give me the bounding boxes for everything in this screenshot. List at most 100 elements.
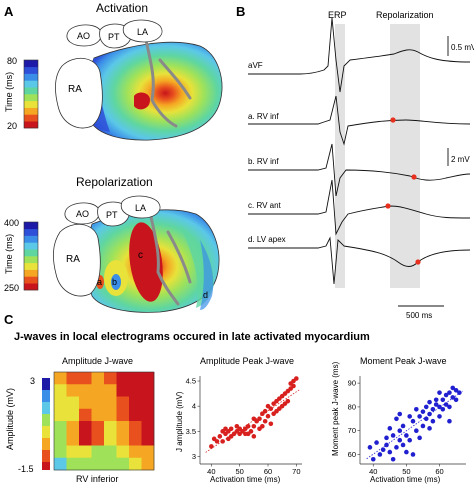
scatter-point	[251, 434, 257, 439]
scatter-point	[400, 442, 406, 448]
scatter1-title: Amplitude Peak J-wave	[200, 356, 294, 366]
heatmap-cell	[66, 421, 80, 434]
scatter-point	[291, 383, 296, 389]
heatmap-cell	[91, 457, 105, 471]
trace-label-b: b. RV inf	[248, 157, 279, 166]
scatter-point	[457, 390, 462, 395]
colorbar-swatch	[24, 80, 38, 88]
heatmap-cell	[104, 445, 117, 459]
heatmap-cell	[91, 445, 105, 459]
colorbar-swatch	[24, 94, 38, 102]
scale-500ms: 500 ms	[406, 311, 432, 320]
heatmap-cell	[141, 457, 155, 471]
trendline	[366, 390, 463, 460]
heatmap-cb-bottom: -1.5	[18, 464, 34, 474]
scatter-point	[410, 418, 416, 424]
scatter-point	[268, 406, 274, 411]
repolarization-band-label: Repolarization	[376, 10, 434, 20]
scatter-point	[377, 452, 383, 457]
trace-label-d: d. LV apex	[248, 235, 286, 244]
y-tick-label: 60	[348, 450, 356, 459]
heatmap-cell	[66, 384, 80, 397]
repolarization-ra	[52, 224, 101, 297]
scatter-point	[427, 411, 432, 417]
x-tick-label: 50	[235, 467, 243, 476]
heatmap-cell	[79, 421, 92, 434]
scatter-point	[440, 397, 446, 403]
scatter2-plot: 40 50 60 60 70 80 90	[348, 376, 466, 476]
heatmap-cell	[54, 396, 67, 410]
repolarization-markers	[385, 117, 421, 265]
scatter-point	[450, 395, 456, 400]
scatter-point	[423, 404, 429, 410]
scatter-point	[245, 423, 251, 429]
heatmap-cell	[79, 457, 92, 471]
marker-c	[385, 203, 391, 209]
repolarization-ao	[64, 202, 100, 225]
scatter2-xlabel: Activation time (ms)	[370, 475, 441, 484]
heatmap-cell	[141, 445, 155, 459]
colorbar-swatch	[24, 121, 38, 129]
heatmap-xlabel: RV inferior	[76, 474, 118, 484]
scatter-point	[397, 437, 403, 443]
x-tick-label: 40	[369, 467, 377, 476]
repolarization-label-pt: PT	[106, 210, 118, 220]
x-tick-label: 60	[435, 467, 443, 476]
colorbar-swatch	[24, 107, 38, 115]
heatmap-cell	[141, 396, 155, 410]
heatmap-cell	[66, 433, 80, 446]
scatter-point	[397, 411, 403, 417]
activation-colorbar	[23, 59, 39, 129]
scatter-point	[387, 449, 393, 455]
activation-label-pt: PT	[108, 32, 120, 42]
scatter-point	[394, 416, 399, 422]
heatmap-cell	[91, 421, 105, 434]
heatmap-cell	[129, 372, 142, 385]
scatter-point	[257, 416, 262, 422]
scatter1-plot: 40 50 60 70 3 3.5 4 4.5	[186, 376, 302, 476]
heatmap-cell	[91, 433, 105, 446]
scatter-point	[443, 402, 449, 407]
scatter-point	[384, 442, 389, 448]
heatmap-frame	[53, 371, 155, 471]
repolarization-colorbar	[23, 221, 39, 291]
heatmap-cell	[116, 408, 130, 422]
scatter-point	[384, 435, 389, 441]
scatter1-ylabel: J amplitude (mV)	[175, 391, 184, 452]
heatmap-cell	[129, 384, 142, 397]
repolarization-heart-map	[52, 195, 220, 313]
erp-label: ERP	[328, 10, 347, 20]
panel-c-heading: J-waves in local electrograms occured in…	[14, 331, 370, 343]
repolarization-site-d: d	[203, 290, 208, 300]
heatmap-cell	[104, 372, 117, 385]
colorbar-swatch	[24, 249, 38, 257]
scale-05mv: 0.5 mV	[451, 43, 474, 52]
activation-title: Activation	[96, 1, 148, 15]
scatter2-title: Moment Peak J-wave	[360, 356, 447, 366]
scatter1-xlabel: Activation time (ms)	[210, 475, 281, 484]
heatmap-cell	[116, 457, 130, 471]
scatter-point	[209, 444, 214, 449]
trace-rv-inf-a	[248, 95, 471, 146]
heatmap-ylabel: Amplitude (mV)	[5, 388, 15, 450]
x-tick-label: 40	[207, 467, 215, 476]
heatmap-cell	[104, 384, 117, 397]
heatmap-cell	[116, 372, 130, 385]
heatmap-cell	[66, 445, 80, 459]
activation-ra	[54, 58, 103, 129]
heatmap-cell	[54, 384, 67, 397]
colorbar-swatch	[24, 60, 38, 68]
heatmap-cell	[116, 433, 130, 446]
panel-a-label: A	[4, 4, 14, 19]
heatmap-cell	[54, 445, 67, 459]
scatter-point	[367, 445, 373, 450]
trace-label-avf: aVF	[248, 61, 263, 70]
repolarization-title: Repolarization	[76, 175, 153, 189]
heatmap-cell	[66, 372, 80, 385]
heatmap-cell	[66, 457, 80, 471]
scatter-point	[285, 398, 291, 404]
heatmap-cell	[129, 457, 142, 471]
activation-cb-label: Time (ms)	[4, 72, 14, 112]
activation-la	[122, 19, 163, 43]
repolarization-site-c: c	[138, 250, 143, 261]
